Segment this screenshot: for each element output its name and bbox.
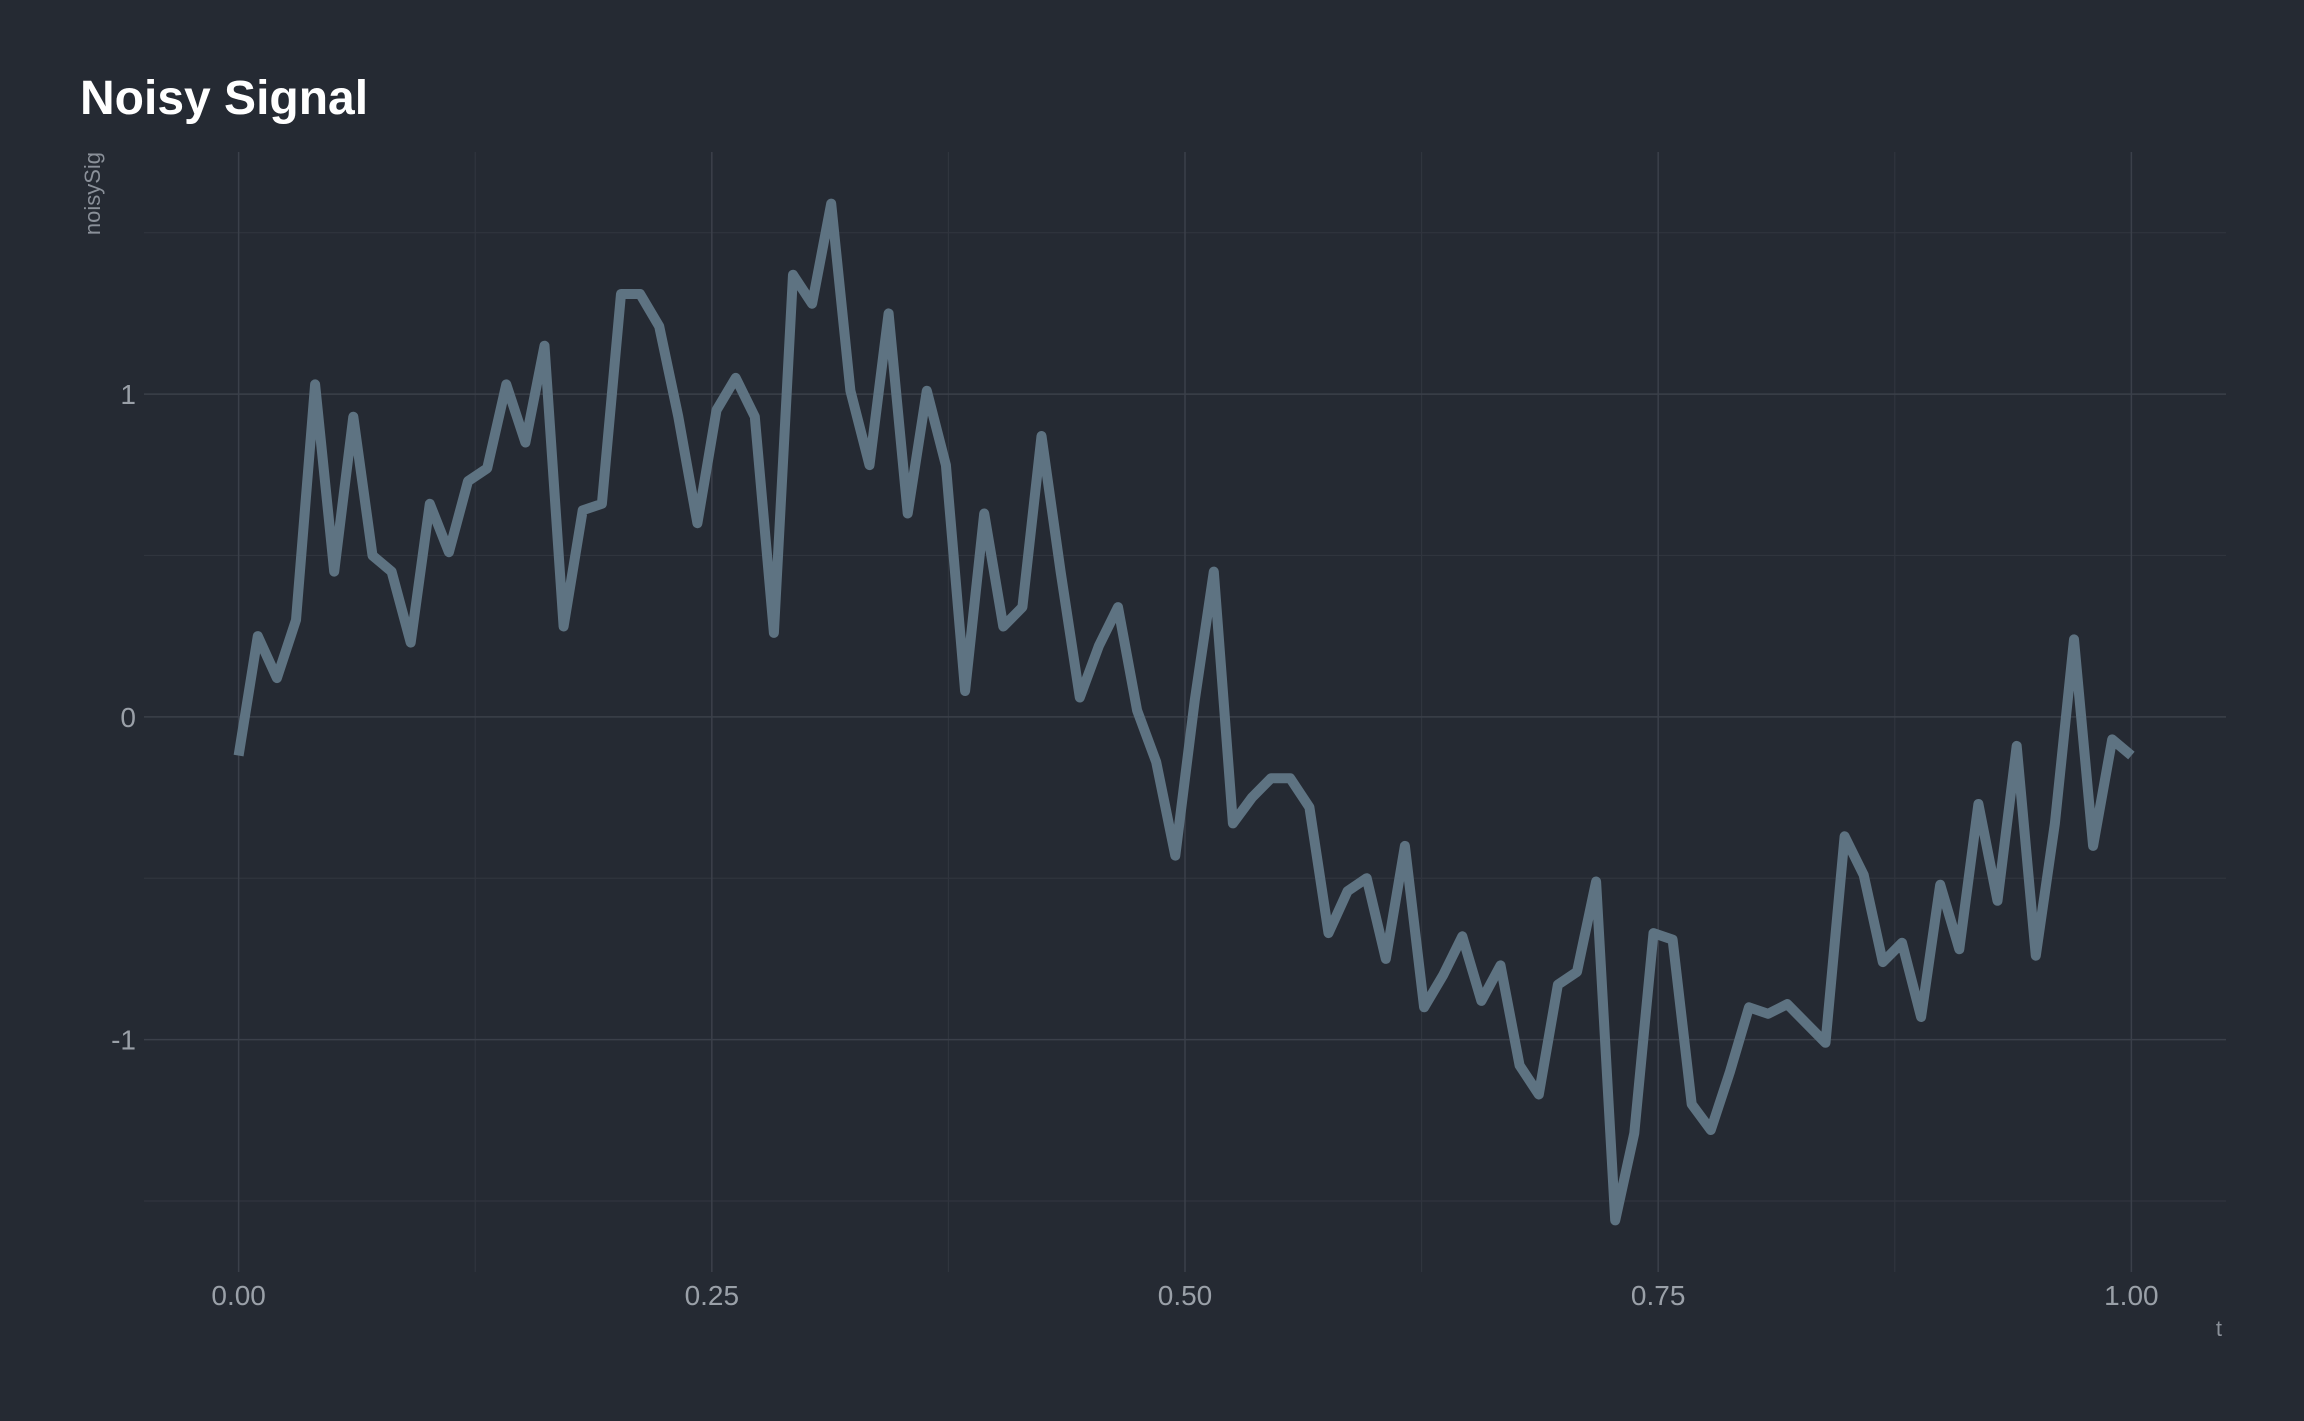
x-tick-label: 0.25 (685, 1280, 740, 1311)
y-axis-tick-labels: -1 0 1 (111, 379, 136, 1056)
y-axis-title: noisySig (80, 152, 105, 235)
x-tick-label: 1.00 (2104, 1280, 2159, 1311)
x-axis-title: t (2216, 1316, 2222, 1341)
major-gridlines (144, 152, 2226, 1272)
y-tick-label: -1 (111, 1025, 136, 1056)
x-tick-label: 0.00 (211, 1280, 266, 1311)
series-layer (233, 198, 2135, 1226)
y-tick-label: 1 (120, 379, 136, 410)
x-axis-tick-labels: 0.00 0.25 0.50 0.75 1.00 (211, 1280, 2158, 1311)
y-tick-label: 0 (120, 702, 136, 733)
x-tick-label: 0.50 (1158, 1280, 1213, 1311)
x-tick-label: 0.75 (1631, 1280, 1686, 1311)
chart-title: Noisy Signal (80, 72, 368, 125)
series-line (233, 198, 2135, 1226)
